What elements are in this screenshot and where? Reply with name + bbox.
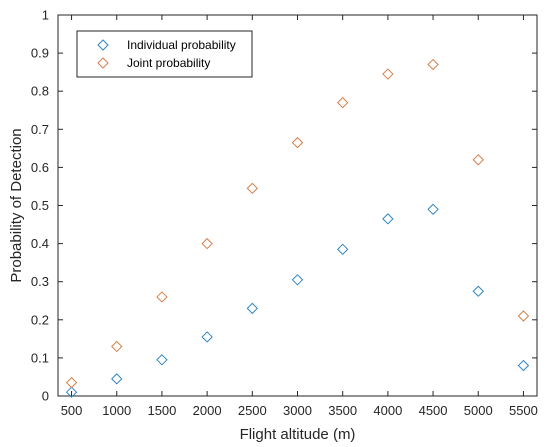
data-point-joint-probability xyxy=(382,68,394,80)
data-point-joint-probability xyxy=(156,291,168,303)
x-tick-label: 2000 xyxy=(193,403,222,418)
y-tick-label: 0.6 xyxy=(31,160,49,175)
x-tick-label: 4500 xyxy=(419,403,448,418)
data-point-joint-probability xyxy=(291,136,304,149)
ticks: 500 1000 1500 2000 2500 3000 3500 4000 4500 5000 5… xyxy=(31,8,538,419)
y-tick-label: 0.9 xyxy=(31,46,49,61)
y-tick-label: 0 xyxy=(42,389,49,404)
y-tick-label: 0.8 xyxy=(31,84,49,99)
x-tick-label: 5500 xyxy=(509,403,538,418)
y-tick-label: 0.4 xyxy=(31,236,49,251)
y-tick-label: 1 xyxy=(42,8,49,23)
y-tick-label: 0.7 xyxy=(31,122,49,137)
y-axis-label: Probability of Detection xyxy=(8,128,25,282)
legend-label: Joint probability xyxy=(127,56,210,70)
data-point-individual-probability xyxy=(246,302,259,315)
x-tick-label: 1000 xyxy=(102,403,131,418)
x-tick-label: 3000 xyxy=(283,403,312,418)
x-tick-label: 5000 xyxy=(464,403,493,418)
y-tick-label: 0.3 xyxy=(31,274,49,289)
legend-box xyxy=(76,30,253,78)
data-point-joint-probability xyxy=(65,376,78,389)
data-point-individual-probability xyxy=(156,354,168,366)
data-point-individual-probability xyxy=(382,213,394,225)
axes xyxy=(57,14,538,397)
legend-label: Individual probability xyxy=(127,38,236,52)
data-point-individual-probability xyxy=(111,373,123,385)
legend-marker xyxy=(97,39,109,51)
data-point-individual-probability xyxy=(517,359,530,372)
x-tick-label: 500 xyxy=(61,403,83,418)
data-point-individual-probability xyxy=(472,285,484,297)
data-point-individual-probability xyxy=(336,243,349,256)
x-tick-label: 2500 xyxy=(238,403,267,418)
x-tick-label: 4000 xyxy=(373,403,402,418)
x-axis-label: Flight altitude (m) xyxy=(240,426,356,443)
data-point-individual-probability xyxy=(201,331,213,343)
x-tick-label: 1500 xyxy=(147,403,176,418)
data-point-individual-probability xyxy=(65,386,78,398)
data-point-joint-probability xyxy=(201,237,213,250)
data-point-joint-probability xyxy=(427,58,439,71)
data-point-joint-probability xyxy=(111,340,123,353)
data-point-joint-probability xyxy=(517,310,530,322)
legend-marker xyxy=(97,57,109,69)
y-tick-label: 0.2 xyxy=(31,312,49,327)
data-point-individual-probability xyxy=(427,203,439,216)
legend: Individual probability Joint probability xyxy=(76,30,253,78)
data-points xyxy=(65,58,530,398)
data-point-individual-probability xyxy=(291,274,304,286)
data-point-joint-probability xyxy=(472,154,484,166)
plot-area-frame xyxy=(57,14,538,397)
y-tick-label: 0.1 xyxy=(31,350,49,365)
y-tick-label: 0.5 xyxy=(31,198,49,213)
x-tick-label: 3500 xyxy=(328,403,357,418)
data-point-joint-probability xyxy=(246,182,259,195)
data-point-joint-probability xyxy=(336,96,349,109)
